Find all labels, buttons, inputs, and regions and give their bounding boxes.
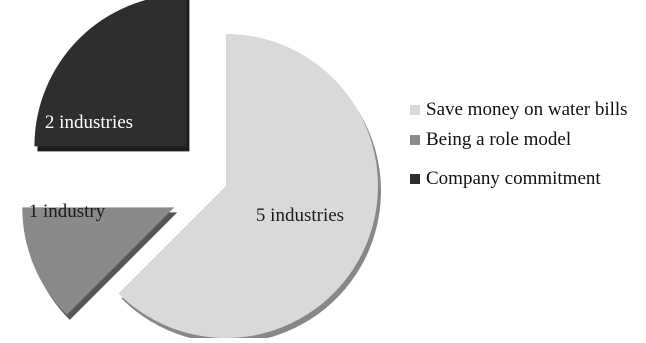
legend-swatch-save-money — [410, 105, 420, 115]
chart-legend: Save money on water bills Being a role m… — [410, 98, 642, 190]
legend-item-role-model: Being a role model — [410, 128, 642, 151]
legend-label-role-model: Being a role model — [426, 129, 572, 150]
legend-label-company-commitment: Company commitment — [426, 168, 601, 189]
data-label-company-commitment: 2 industries — [45, 112, 133, 133]
slice-role-model — [22, 207, 175, 315]
legend-item-save-money: Save money on water bills — [410, 98, 642, 121]
pie-slices — [22, 0, 382, 343]
legend-swatch-company-commitment — [410, 174, 420, 184]
legend-label-save-money: Save money on water bills — [426, 99, 628, 120]
data-label-save-money: 5 industries — [256, 205, 344, 226]
slice-company-commitment — [34, 0, 187, 147]
legend-item-company-commitment: Company commitment — [410, 167, 642, 190]
legend-swatch-role-model — [410, 135, 420, 145]
data-label-role-model: 1 industry — [29, 201, 106, 222]
pie-data-labels: 5 industries 1 industry 2 industries — [29, 112, 344, 226]
slice-save-money — [118, 34, 379, 338]
